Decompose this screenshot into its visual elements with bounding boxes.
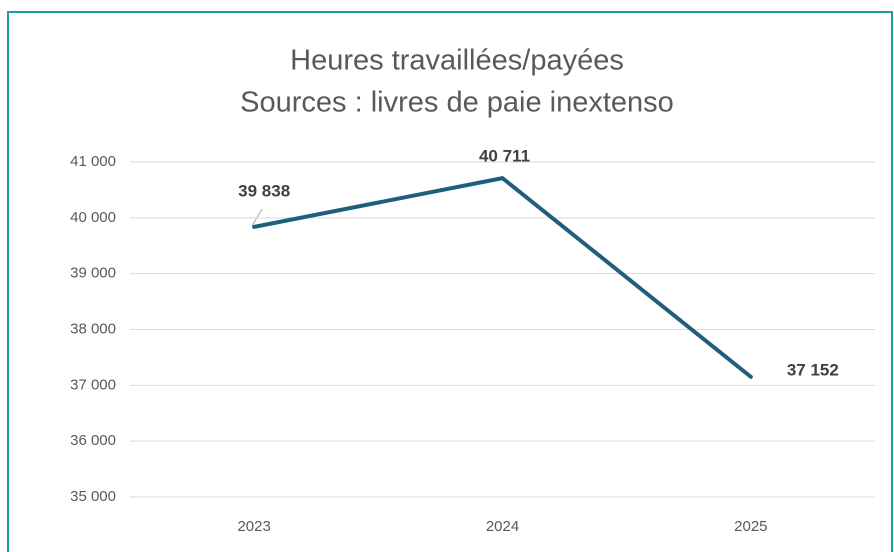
chart-title: Heures travaillées/payées (290, 45, 624, 77)
data-line (252, 176, 753, 379)
y-tick-label: 37 000 (70, 376, 116, 393)
data-label: 40 711 (479, 147, 530, 166)
y-tick-label: 40 000 (70, 209, 116, 226)
y-tick-label: 35 000 (70, 488, 116, 505)
chart-frame (7, 11, 893, 552)
y-tick-label: 41 000 (70, 153, 116, 170)
x-tick-label: 2023 (237, 518, 270, 535)
y-tick-label: 38 000 (70, 320, 116, 337)
data-label: 39 838 (238, 181, 290, 200)
data-label: 37 152 (787, 360, 839, 379)
y-tick-label: 39 000 (70, 265, 116, 282)
y-tick-label: 36 000 (70, 432, 116, 449)
chart-subtitle: Sources : livres de paie inextenso (240, 87, 674, 119)
x-tick-label: 2024 (486, 518, 519, 535)
x-tick-label: 2025 (734, 518, 767, 535)
